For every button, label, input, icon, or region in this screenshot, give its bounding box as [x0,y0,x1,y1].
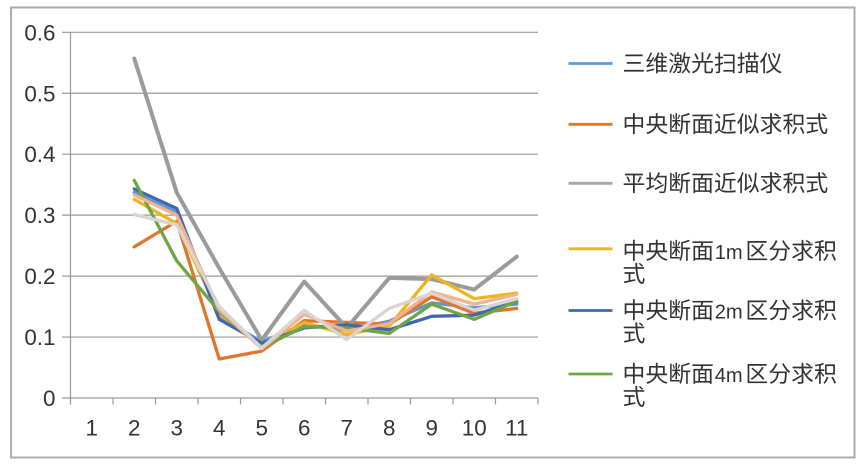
svg-text:0.3: 0.3 [24,203,55,228]
svg-text:8: 8 [383,416,395,441]
svg-text:9: 9 [426,416,438,441]
svg-text:0.2: 0.2 [24,264,55,289]
svg-text:1m: 1m [715,241,743,264]
svg-text:4m: 4m [715,364,743,387]
svg-text:0.6: 0.6 [24,20,55,45]
svg-text:0.4: 0.4 [24,142,55,167]
svg-text:1: 1 [86,416,98,441]
svg-text:2: 2 [128,416,140,441]
svg-text:5: 5 [256,416,268,441]
svg-text:2m: 2m [715,301,743,324]
svg-text:10: 10 [462,416,487,441]
svg-text:6: 6 [298,416,310,441]
svg-text:11: 11 [505,416,528,441]
svg-text:7: 7 [341,416,353,441]
svg-text:3: 3 [171,416,183,441]
svg-text:4: 4 [213,416,225,441]
svg-text:0: 0 [43,386,55,411]
svg-text:0.1: 0.1 [24,325,55,350]
svg-text:0.5: 0.5 [24,81,55,106]
